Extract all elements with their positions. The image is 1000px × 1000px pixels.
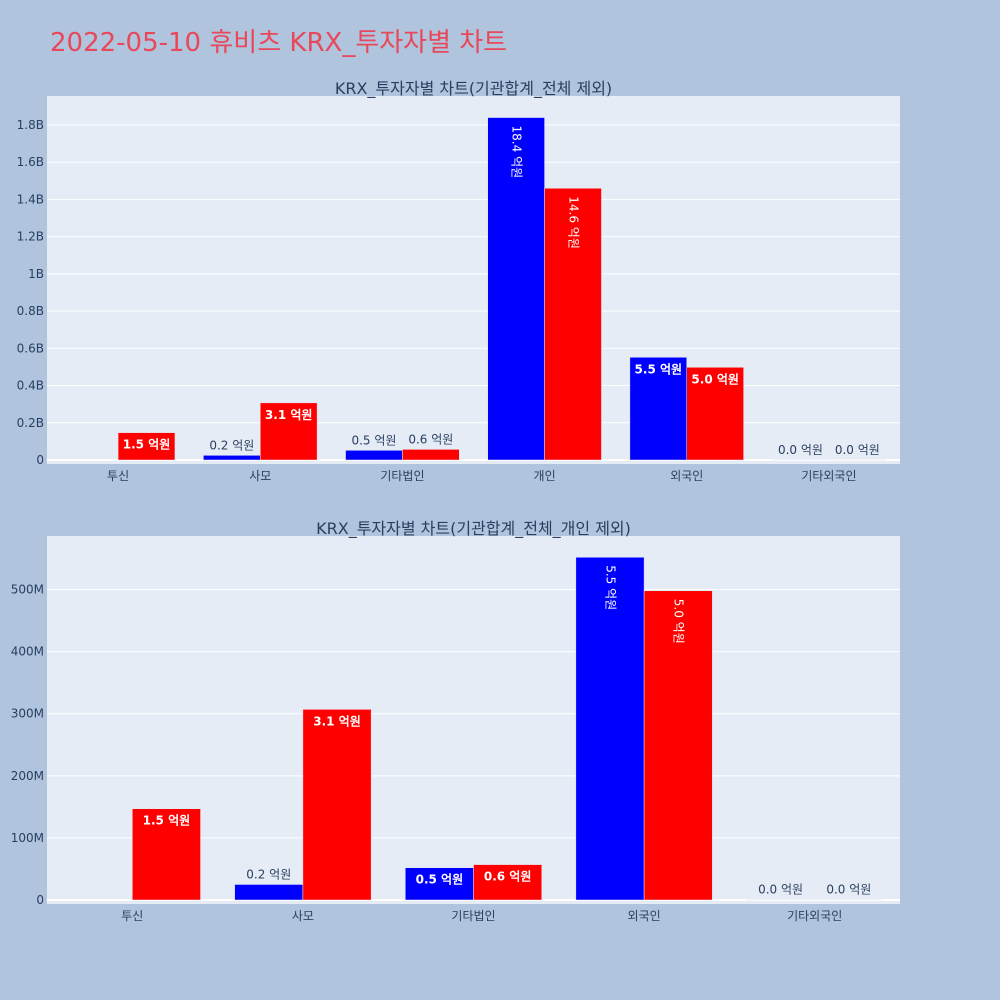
bar-value-label: 0.0 억원 xyxy=(758,883,803,897)
bar-value-label: 0.6 억원 xyxy=(484,870,532,884)
sell-bar xyxy=(473,864,542,901)
sell-bar xyxy=(302,709,372,901)
y-tick-label: 1.2B xyxy=(17,230,44,244)
bar-value-label: 0.0 억원 xyxy=(835,443,880,457)
x-tick-label: 투신 xyxy=(121,909,143,923)
chart-1: 0 0.2B 0.4B 0.6B 0.8B 1B 1.2B 1.4B 1.6B 1.8B KRX_투… xyxy=(17,79,900,483)
buy-bar xyxy=(234,884,304,901)
bar-value-label: 0.2 억원 xyxy=(246,867,291,881)
y-tick-label: 0 xyxy=(36,453,44,467)
y-tick-label: 1.8B xyxy=(17,118,44,132)
y-tick-label: 500M xyxy=(11,583,44,597)
bar-value-label: 0.5 억원 xyxy=(351,433,396,447)
bar-value-label: 5.5 억원 xyxy=(635,362,683,376)
sell-bar xyxy=(132,808,201,901)
bar-value-label: 3.1 억원 xyxy=(265,408,313,422)
y-tick-label: 400M xyxy=(11,645,44,659)
x-tick-label: 외국인 xyxy=(670,469,703,483)
y-tick-label: 200M xyxy=(11,769,44,783)
buy-bar xyxy=(405,867,474,901)
bar-value-label: 0.2 억원 xyxy=(209,438,254,452)
buy-bar xyxy=(575,556,645,901)
sell-bar xyxy=(686,367,744,461)
chart-title: KRX_투자자별 차트(기관합계_전체_개인 제외) xyxy=(316,519,631,539)
y-tick-label: 0.4B xyxy=(17,379,44,393)
sell-bar xyxy=(260,402,318,461)
bar-value-label: 5.5 억원 xyxy=(603,565,617,610)
chart-title: KRX_투자자별 차트(기관합계_전체 제외) xyxy=(335,79,612,99)
x-tick-label: 외국인 xyxy=(628,909,661,923)
bar-value-label: 0.0 억원 xyxy=(826,883,871,897)
sell-bar xyxy=(544,188,602,461)
x-tick-label: 투신 xyxy=(107,469,129,483)
x-tick-label: 기타법인 xyxy=(380,469,424,483)
bar-value-label: 18.4 억원 xyxy=(510,126,524,179)
x-tick-label: 사모 xyxy=(292,909,314,923)
sell-bar xyxy=(117,432,176,461)
buy-bar xyxy=(629,357,688,461)
x-tick-label: 기타법인 xyxy=(451,909,495,923)
bar-value-label: 3.1 억원 xyxy=(313,714,361,728)
y-tick-label: 1.6B xyxy=(17,155,44,169)
x-tick-label: 기타외국인 xyxy=(787,909,842,923)
sell-bar xyxy=(643,590,713,901)
bar-value-label: 1.5 억원 xyxy=(123,438,171,452)
bar-value-label: 5.0 억원 xyxy=(672,599,686,644)
y-tick-label: 0.2B xyxy=(17,416,44,430)
buy-bar xyxy=(487,117,545,461)
bar-value-label: 0.5 억원 xyxy=(416,873,464,887)
bar-value-label: 14.6 억원 xyxy=(567,196,581,249)
plot-area xyxy=(47,96,900,464)
bar-value-label: 0.0 억원 xyxy=(778,443,823,457)
y-tick-label: 0.8B xyxy=(17,304,44,318)
sell-bar xyxy=(402,449,460,461)
y-tick-label: 1B xyxy=(28,267,44,281)
y-tick-label: 300M xyxy=(11,707,44,721)
bar-value-label: 5.0 억원 xyxy=(691,372,739,386)
y-tick-label: 100M xyxy=(11,831,44,845)
x-tick-label: 기타외국인 xyxy=(801,469,856,483)
page-title: 2022-05-10 휴비츠 KRX_투자자별 차트 xyxy=(50,28,508,58)
x-tick-label: 사모 xyxy=(249,469,271,483)
x-tick-label: 개인 xyxy=(534,469,556,483)
bar-value-label: 1.5 억원 xyxy=(143,814,191,828)
y-tick-label: 1.4B xyxy=(17,192,44,206)
y-tick-label: 0 xyxy=(36,893,44,907)
y-tick-label: 0.6B xyxy=(17,341,44,355)
bar-value-label: 0.6 억원 xyxy=(408,432,453,446)
